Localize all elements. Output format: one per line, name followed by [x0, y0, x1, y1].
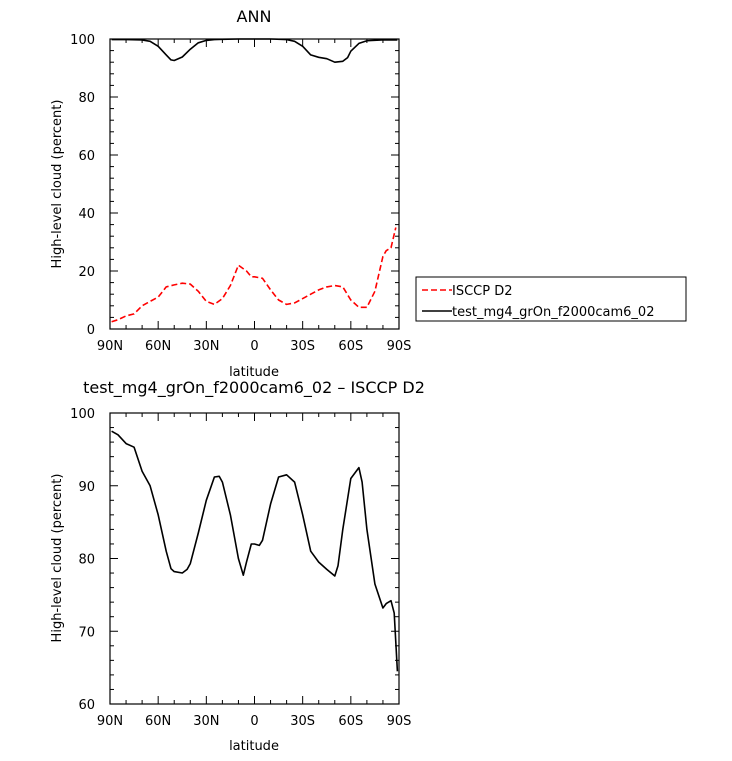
bottom-chart-y-axis-label: High-level cloud (percent)	[50, 474, 65, 643]
legend: ISCCP D2 test_mg4_grOn_f2000cam6_02	[415, 276, 687, 322]
legend-box	[415, 276, 687, 322]
top-chart-title: ANN	[237, 7, 272, 26]
bottom-y-tick-label: 90	[78, 480, 95, 495]
top-x-tick-label: 90S	[387, 339, 412, 354]
bottom-chart-plot-frame	[109, 412, 400, 705]
top-x-tick-label: 60N	[145, 339, 171, 354]
top-y-tick-label: 100	[70, 33, 95, 48]
bottom-x-tick-label: 90S	[387, 714, 412, 729]
bottom-chart-series	[111, 430, 399, 672]
top-y-tick-label: 0	[87, 323, 95, 338]
bottom-y-tick-label: 60	[78, 698, 95, 713]
top-chart-ticks: 90N 60N 30N 0 30S 60S 90S 0 20 40 60 80 100	[70, 33, 411, 354]
bottom-x-tick-label: 60S	[338, 714, 363, 729]
bottom-series-line-0	[111, 430, 399, 672]
bottom-chart-ticks: 90N 60N 30N 0 30S 60S 90S 60 70 80 90 100	[70, 407, 411, 729]
top-y-tick-label: 80	[78, 91, 95, 106]
top-x-tick-label: 30S	[290, 339, 315, 354]
bottom-chart: test_mg4_grOn_f2000cam6_02 – ISCCP D2 90…	[50, 378, 425, 754]
bottom-x-tick-label: 0	[250, 714, 258, 729]
bottom-chart-title: test_mg4_grOn_f2000cam6_02 – ISCCP D2	[83, 378, 425, 398]
top-x-tick-label: 60S	[338, 339, 363, 354]
bottom-x-tick-label: 30N	[193, 714, 219, 729]
bottom-y-tick-label: 100	[70, 407, 95, 422]
top-chart: ANN 90N 60N 30N 0 30S 60S 90S 0 20 40 60 80 100 lati…	[50, 7, 687, 380]
bottom-x-tick-label: 60N	[145, 714, 171, 729]
bottom-chart-x-axis-label: latitude	[229, 739, 279, 754]
top-x-tick-label: 0	[250, 339, 258, 354]
top-chart-plot-frame	[109, 38, 400, 330]
top-x-tick-label: 90N	[97, 339, 123, 354]
top-series-line-1	[111, 38, 398, 64]
top-y-tick-label: 20	[78, 265, 95, 280]
top-x-tick-label: 30N	[193, 339, 219, 354]
bottom-x-tick-label: 30S	[290, 714, 315, 729]
legend-label-test: test_mg4_grOn_f2000cam6_02	[452, 305, 654, 320]
top-chart-series	[111, 38, 398, 323]
bottom-x-tick-label: 90N	[97, 714, 123, 729]
top-chart-x-axis-label: latitude	[229, 365, 279, 380]
top-series-line-0	[111, 227, 397, 323]
legend-label-isccp: ISCCP D2	[452, 284, 513, 299]
top-y-tick-label: 40	[78, 207, 95, 222]
top-chart-y-axis-label: High-level cloud (percent)	[50, 100, 65, 269]
bottom-y-tick-label: 80	[78, 553, 95, 568]
bottom-y-tick-label: 70	[78, 625, 95, 640]
top-y-tick-label: 60	[78, 149, 95, 164]
